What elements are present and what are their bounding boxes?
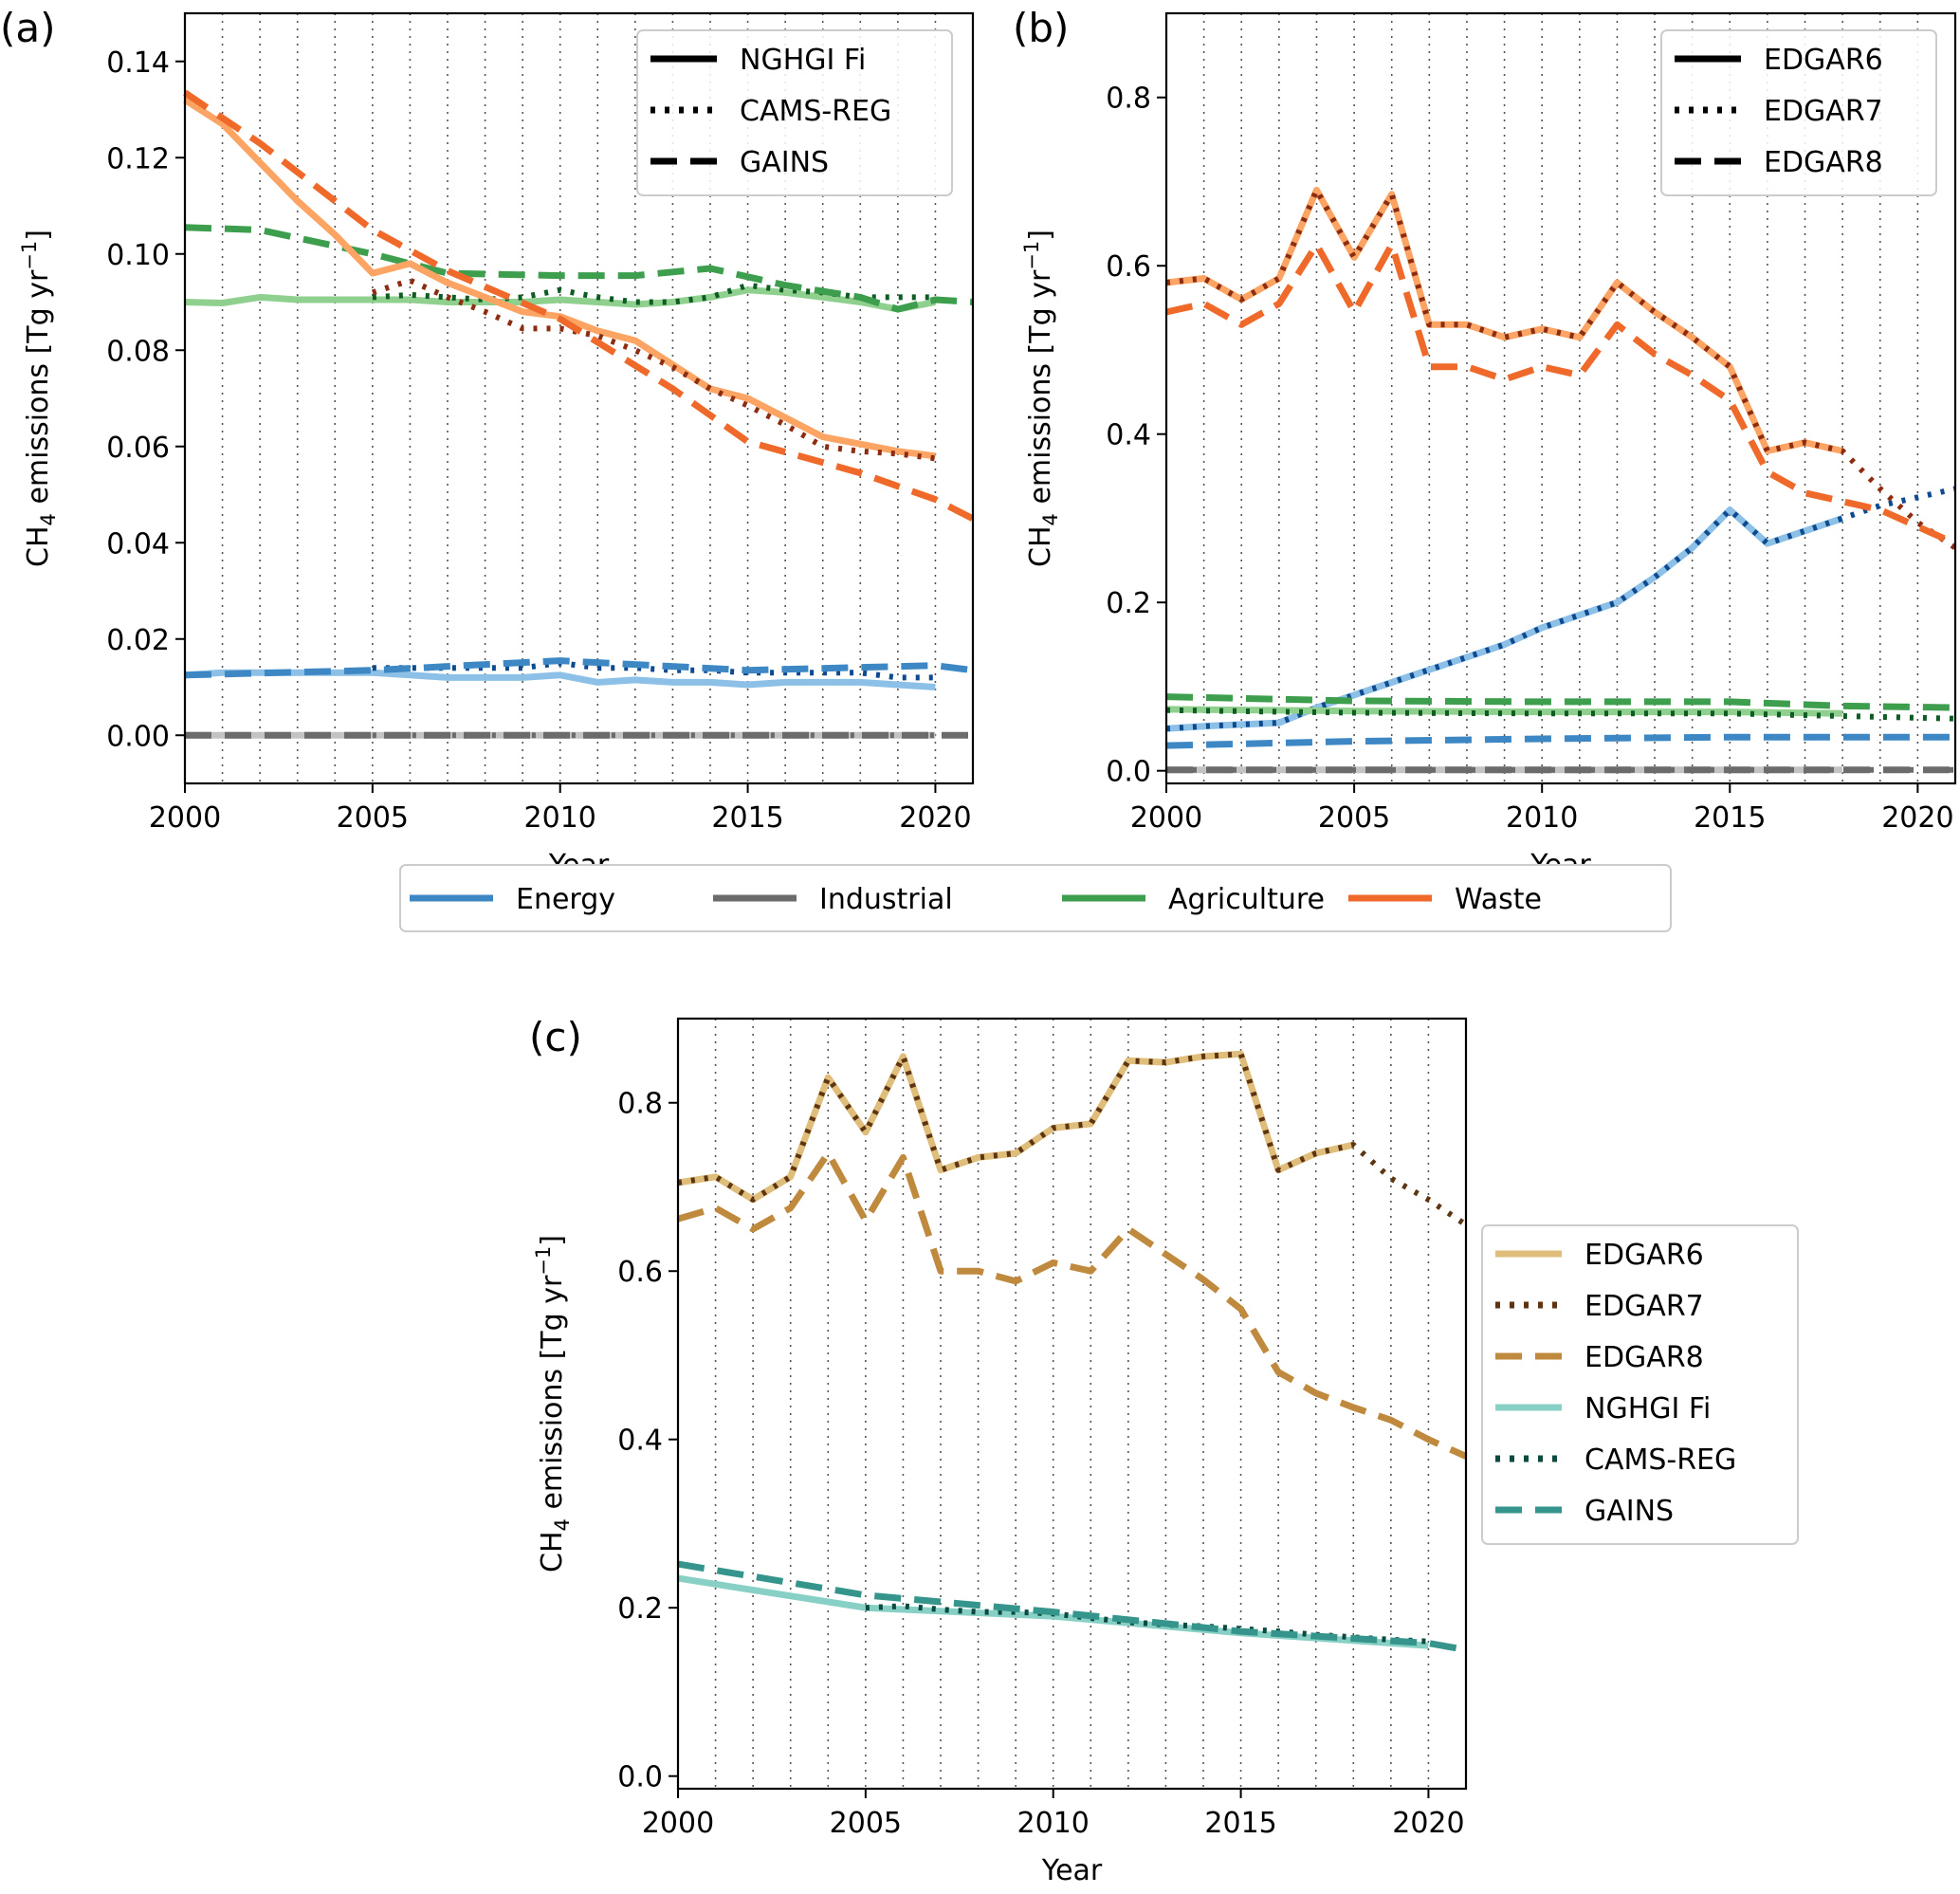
legend-label: CAMS-REG: [740, 95, 891, 128]
style-legend: NGHGI Fi CAMS-REG GAINS: [636, 29, 953, 196]
sector-legend-label: Energy: [516, 883, 615, 916]
y-axis-label: CH4 emissions [Tg yr−1]: [532, 1235, 574, 1572]
y-tick-label: 0.0: [1106, 756, 1151, 789]
series-line: [677, 1050, 1355, 1204]
series-line: [184, 657, 974, 679]
x-tick-label: 2020: [1881, 801, 1953, 835]
axes-frame: [1164, 11, 1957, 785]
panel-a-chart: 2000 2005 2010 2015 2020 0.00 0.02 0.04 0.06 0.08…: [0, 5, 975, 882]
panel-label: (a): [0, 5, 56, 51]
series-group: [677, 1050, 1468, 1654]
series-line: [677, 1560, 1467, 1654]
y-tick-label: 0.2: [617, 1592, 663, 1626]
panel-label: (b): [1013, 5, 1069, 51]
x-tick-label: 2005: [830, 1807, 902, 1840]
legend-label: GAINS: [1584, 1495, 1674, 1528]
sector-legend-label: Waste: [1455, 883, 1542, 916]
series-line: [372, 282, 936, 305]
x-tick-label: 2005: [337, 801, 409, 835]
x-tick-label: 2010: [524, 801, 596, 835]
series-line: [1165, 486, 1956, 732]
sector-legend: Energy Industrial Agriculture Waste: [399, 864, 1672, 932]
panel-b-chart: 200020052010201520200.00.20.40.60.8YearC…: [1013, 5, 1957, 882]
legend-label: EDGAR6: [1584, 1239, 1704, 1272]
y-tick-label: 0.00: [106, 720, 170, 753]
axes-frame: [183, 11, 975, 785]
axes-frame: [676, 1017, 1468, 1791]
style-legend: EDGAR6 EDGAR7 EDGAR8 NGHGI Fi CAMS-REG GAINS: [1481, 1224, 1799, 1545]
y-tick-label: 0.8: [1106, 83, 1151, 116]
legend-box: [1481, 1224, 1799, 1545]
series-line: [184, 286, 937, 313]
legend-box: [636, 29, 953, 196]
y-tick-label: 0.2: [1106, 587, 1151, 620]
sector-legend-label: Agriculture: [1168, 883, 1325, 916]
y-tick-label: 0.04: [106, 527, 170, 561]
legend-label: EDGAR7: [1584, 1290, 1704, 1323]
y-tick-label: 0.0: [617, 1761, 663, 1794]
y-tick-label: 0.14: [106, 46, 170, 80]
panel-label: (c): [529, 1014, 582, 1060]
x-tick-label: 2010: [1506, 801, 1578, 835]
x-axis-label: Year: [1041, 1854, 1103, 1887]
series-line: [865, 1603, 1429, 1645]
x-tick-label: 2020: [899, 801, 971, 835]
x-tick-label: 2015: [1694, 801, 1766, 835]
legend-label: NGHGI Fi: [740, 44, 866, 77]
series-line: [1165, 706, 1843, 717]
y-tick-label: 0.4: [1106, 419, 1151, 452]
x-tick-label: 2000: [642, 1807, 714, 1840]
y-axis-label: CH4 emissions [Tg yr−1]: [1020, 230, 1062, 567]
legend-label: EDGAR7: [1764, 95, 1883, 128]
legend-label: EDGAR8: [1764, 146, 1883, 179]
legend-label: GAINS: [740, 146, 829, 179]
series-line: [1165, 186, 1843, 454]
x-tick-label: 2020: [1392, 1807, 1464, 1840]
y-tick-label: 0.4: [617, 1425, 663, 1458]
legend-label: EDGAR8: [1584, 1341, 1704, 1374]
sector-legend-box: [399, 864, 1672, 932]
y-tick-label: 0.6: [617, 1256, 663, 1289]
y-tick-label: 0.02: [106, 624, 170, 657]
y-tick-label: 0.08: [106, 335, 170, 368]
x-tick-label: 2015: [1204, 1807, 1276, 1840]
x-tick-label: 2000: [1130, 801, 1202, 835]
series-line: [371, 277, 936, 462]
legend-box: [1660, 29, 1937, 196]
y-tick-label: 0.8: [617, 1088, 663, 1121]
x-tick-label: 2000: [149, 801, 221, 835]
x-tick-label: 2005: [1318, 801, 1390, 835]
panel-c-chart: 2000 2005 2010 2015 2020 0.0 0.2 0.4 0.6 0.8 Year C…: [529, 1014, 1799, 1887]
legend-label: EDGAR6: [1764, 44, 1883, 77]
x-tick-label: 2010: [1017, 1807, 1090, 1840]
y-tick-label: 0.6: [1106, 250, 1151, 284]
legend-label: CAMS-REG: [1584, 1443, 1736, 1477]
x-tick-label: 2015: [711, 801, 783, 835]
style-legend: EDGAR6 EDGAR7 EDGAR8: [1660, 29, 1937, 196]
series-line: [677, 1149, 1468, 1460]
legend-label: NGHGI Fi: [1584, 1392, 1711, 1425]
series-line: [183, 89, 975, 523]
series-line: [1165, 506, 1844, 732]
y-axis-label: CH4 emissions [Tg yr−1]: [18, 230, 60, 567]
y-tick-label: 0.06: [106, 432, 170, 465]
series-group: [183, 89, 975, 739]
y-tick-label: 0.10: [106, 239, 170, 272]
series-line: [1165, 693, 1956, 711]
series-line: [1165, 241, 1957, 547]
sector-legend-label: Industrial: [819, 883, 953, 916]
series-line: [1165, 733, 1955, 749]
series-group: [1165, 186, 1957, 774]
y-tick-label: 0.12: [106, 142, 170, 175]
